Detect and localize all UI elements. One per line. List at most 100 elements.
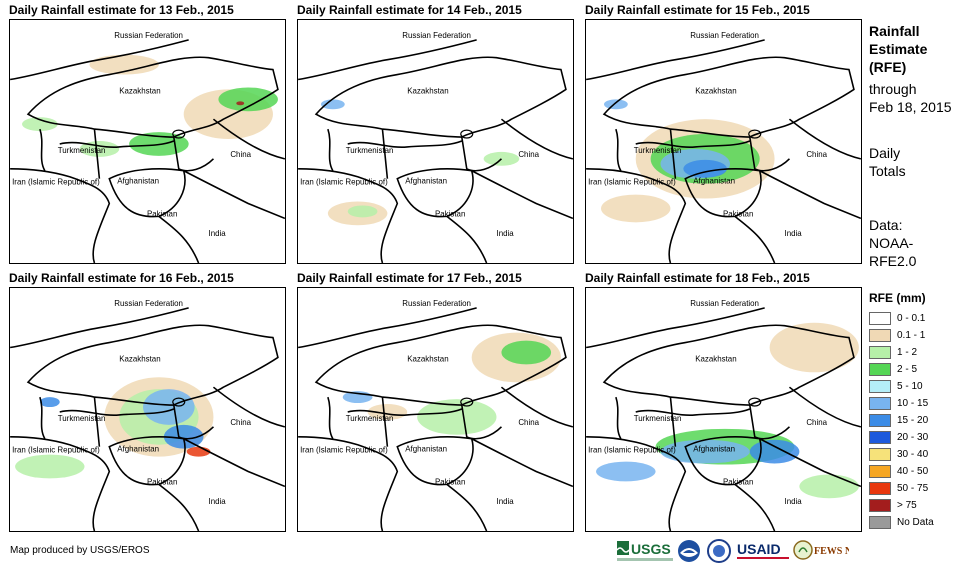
sidebar-through-line2: Feb 18, 2015 [869,99,952,115]
map-panel-3: Daily Rainfall estimate for 16 Feb., 201… [9,271,286,536]
label-afghanistan: Afghanistan [405,445,447,454]
label-iran: Iran (Islamic Republic of) [12,178,100,187]
sidebar-daily-line1: Daily [869,145,901,161]
label-afghanistan: Afghanistan [405,177,447,186]
nasa-seal-logo [707,539,731,563]
panel-title: Daily Rainfall estimate for 15 Feb., 201… [585,3,810,17]
map-panel-4: Daily Rainfall estimate for 17 Feb., 201… [297,271,574,536]
sidebar-title-line3: (RFE) [869,59,907,75]
rainfall-map: Russian Federation Kazakhstan Turkmenistan… [585,19,862,264]
sidebar-data-line2: NOAA- [869,235,914,251]
label-india: India [496,229,514,238]
label-india: India [784,497,802,506]
map-panel-0: Daily Rainfall estimate for 13 Feb., 201… [9,3,286,268]
legend-label: 40 - 50 [897,466,929,477]
sidebar-title-line1: Rainfall [869,23,920,39]
label-china: China [806,418,827,427]
legend-swatch [869,482,891,495]
label-pakistan: Pakistan [723,477,753,486]
legend-label: 50 - 75 [897,483,929,494]
label-iran: Iran (Islamic Republic of) [588,446,676,455]
usgs-logo-text: USGS [631,541,671,557]
legend-item: > 75 [869,499,964,513]
label-iran: Iran (Islamic Republic of) [12,446,100,455]
panel-title: Daily Rainfall estimate for 13 Feb., 201… [9,3,234,17]
label-india: India [208,497,226,506]
legend-label: 30 - 40 [897,449,929,460]
label-china: China [518,150,539,159]
label-afghanistan: Afghanistan [693,177,735,186]
label-iran: Iran (Islamic Republic of) [300,178,388,187]
label-turkmenistan: Turkmenistan [58,414,106,423]
usaid-logo: USAID [737,541,789,559]
fews-net-logo-text: FEWS NET [814,546,849,557]
sidebar-through-line1: through [869,81,917,97]
label-russia: Russian Federation [402,299,471,308]
label-iran: Iran (Islamic Republic of) [300,446,388,455]
map-panel-1: Daily Rainfall estimate for 14 Feb., 201… [297,3,574,268]
legend-swatch [869,397,891,410]
label-china: China [518,418,539,427]
label-iran: Iran (Islamic Republic of) [588,178,676,187]
rainfall-map: Russian Federation Kazakhstan Turkmenistan… [297,19,574,264]
label-afghanistan: Afghanistan [117,445,159,454]
label-turkmenistan: Turkmenistan [346,146,394,155]
panel-title: Daily Rainfall estimate for 16 Feb., 201… [9,271,234,285]
panel-title: Daily Rainfall estimate for 14 Feb., 201… [297,3,522,17]
legend-swatch [869,312,891,325]
legend-swatch [869,499,891,512]
label-pakistan: Pakistan [435,477,465,486]
legend-label: 15 - 20 [897,415,929,426]
legend-swatch [869,448,891,461]
legend-swatch [869,414,891,427]
legend-label: 1 - 2 [897,347,918,358]
rainfall-map: Russian Federation Kazakhstan Turkmenistan… [9,287,286,532]
label-pakistan: Pakistan [435,209,465,218]
legend-swatch [869,431,891,444]
legend-item: 0 - 0.1 [869,312,964,326]
legend-item: 10 - 15 [869,397,964,411]
label-kazakhstan: Kazakhstan [119,354,160,363]
label-kazakhstan: Kazakhstan [407,86,448,95]
legend-label: 10 - 15 [897,398,929,409]
usaid-logo-text: USAID [737,541,781,557]
legend-item: 5 - 10 [869,380,964,394]
panel-title: Daily Rainfall estimate for 17 Feb., 201… [297,271,522,285]
legend-item: 0.1 - 1 [869,329,964,343]
usgs-logo: USGS [617,541,673,561]
legend-swatch [869,516,891,529]
legend-item: 30 - 40 [869,448,964,462]
legend-label: 20 - 30 [897,432,929,443]
fews-net-logo: FEWS NET [793,540,849,560]
panel-title: Daily Rainfall estimate for 18 Feb., 201… [585,271,810,285]
legend-label: > 75 [897,500,917,511]
noaa-logo [678,540,700,562]
label-pakistan: Pakistan [147,477,177,486]
label-india: India [496,497,514,506]
legend-item: 20 - 30 [869,431,964,445]
label-russia: Russian Federation [690,31,759,40]
label-turkmenistan: Turkmenistan [634,146,682,155]
legend-swatch [869,465,891,478]
legend-label: 0 - 0.1 [897,313,926,324]
credit-text: Map produced by USGS/EROS [10,545,150,556]
rainfall-map: Russian Federation Kazakhstan Turkmenistan… [585,287,862,532]
label-afghanistan: Afghanistan [693,445,735,454]
label-russia: Russian Federation [690,299,759,308]
legend-item: 1 - 2 [869,346,964,360]
legend-item: 2 - 5 [869,363,964,377]
legend-swatch [869,346,891,359]
legend-item: 40 - 50 [869,465,964,479]
map-panel-5: Daily Rainfall estimate for 18 Feb., 201… [585,271,862,536]
legend-title: RFE (mm) [869,291,926,305]
map-panel-2: Daily Rainfall estimate for 15 Feb., 201… [585,3,862,268]
label-russia: Russian Federation [114,299,183,308]
legend-item: 15 - 20 [869,414,964,428]
label-pakistan: Pakistan [723,209,753,218]
legend-swatch [869,363,891,376]
label-pakistan: Pakistan [147,209,177,218]
legend-swatch [869,329,891,342]
rainfall-map: Russian Federation Kazakhstan Turkmenistan… [9,19,286,264]
sidebar-title-line2: Estimate [869,41,928,57]
label-afghanistan: Afghanistan [117,177,159,186]
